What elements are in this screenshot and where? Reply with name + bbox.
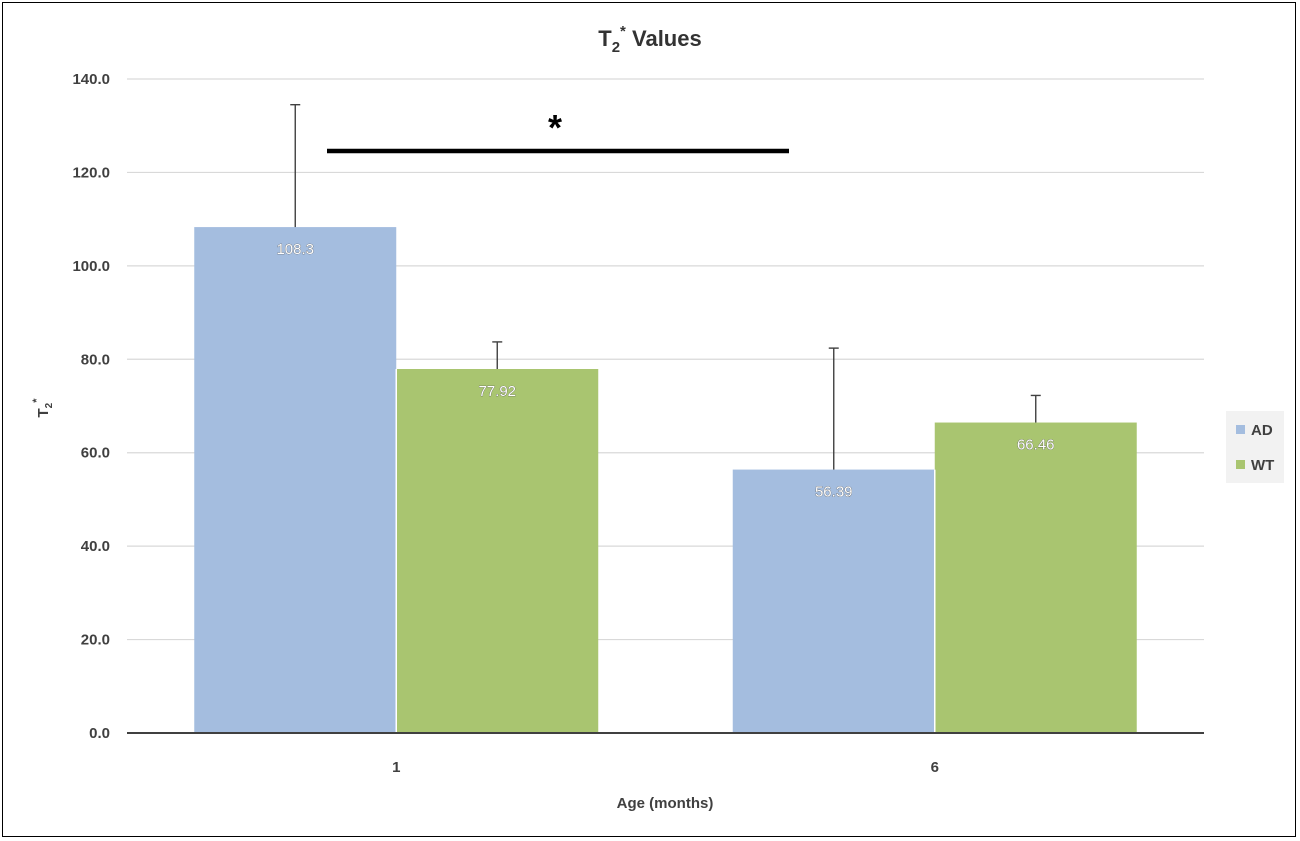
data-labels: 108.3 77.92 56.39 66.46 [276, 241, 1055, 501]
bar-ad-6 [732, 469, 935, 733]
y-tick-label: 140.0 [72, 71, 110, 88]
y-tick-label: 80.0 [81, 351, 110, 368]
legend-swatch-ad [1236, 425, 1245, 434]
y-tick-label: 20.0 [81, 632, 110, 649]
legend-box [1226, 411, 1284, 483]
y-axis-title: T2* [31, 398, 55, 418]
legend-label-wt: WT [1251, 457, 1274, 474]
x-tick-label: 1 [392, 759, 400, 776]
chart-title-text: T2* Values [598, 23, 701, 56]
bar-ad-1 [194, 227, 397, 733]
bars [194, 227, 1137, 733]
error-bars [290, 103, 1041, 470]
bar-wt-1 [396, 369, 599, 733]
legend: AD WT [1226, 411, 1284, 483]
data-label-wt-1: 77.92 [478, 383, 516, 400]
y-tick-label: 60.0 [81, 445, 110, 462]
data-label-ad-1: 108.3 [276, 241, 314, 258]
data-label-wt-6: 66.46 [1017, 437, 1055, 454]
x-tick-label: 6 [931, 759, 939, 776]
x-axis-title: Age (months) [617, 795, 714, 812]
data-label-ad-6: 56.39 [815, 484, 853, 501]
y-tick-label: 100.0 [72, 258, 110, 275]
y-tick-label: 40.0 [81, 538, 110, 555]
significance-annotation: * [327, 107, 789, 154]
bar-wt-6 [934, 422, 1137, 733]
significance-star: * [548, 107, 562, 148]
legend-label-ad: AD [1251, 422, 1273, 439]
axes: 0.0 20.0 40.0 60.0 80.0 100.0 120.0 140.0 1 6 Age … [31, 71, 1204, 812]
chart-title: T2* Values [598, 23, 701, 56]
legend-swatch-wt [1236, 460, 1245, 469]
y-tick-label: 0.0 [89, 725, 110, 742]
y-tick-label: 120.0 [72, 164, 110, 181]
